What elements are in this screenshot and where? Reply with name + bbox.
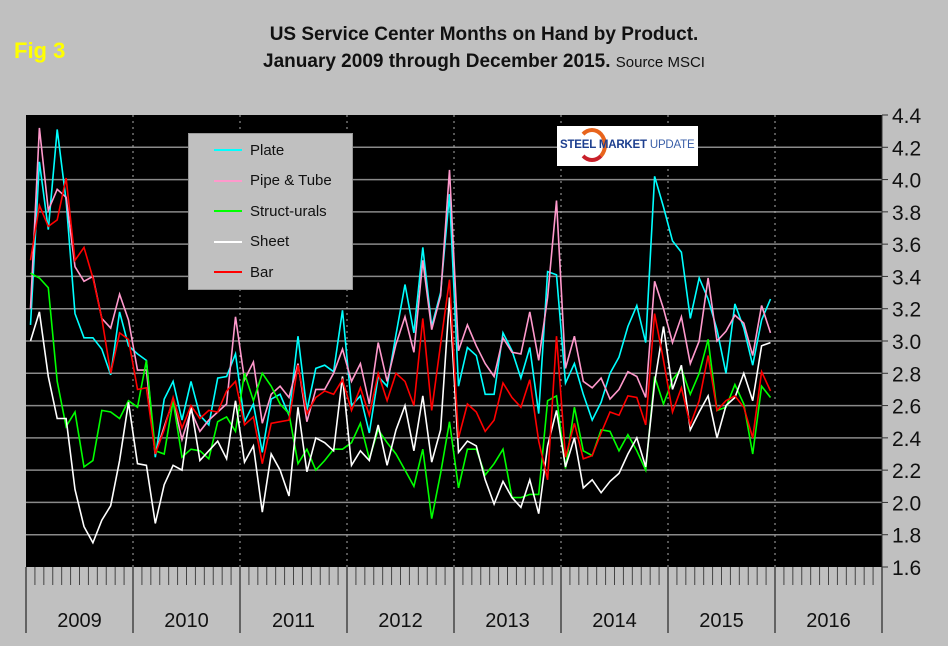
- legend-item: Bar: [189, 262, 273, 282]
- chart-title: US Service Center Months on Hand by Prod…: [269, 24, 699, 45]
- x-tick-label: 2009: [57, 610, 102, 632]
- legend-swatch: [214, 271, 242, 273]
- legend-swatch: [214, 240, 242, 243]
- legend-label: Plate: [250, 141, 285, 159]
- logo-text: STEEL MARKET UPDATE: [560, 139, 695, 151]
- legend-swatch: [214, 179, 242, 182]
- legend-label: Pipe & Tube: [250, 172, 332, 189]
- y-tick-label: 2.4: [892, 428, 922, 451]
- legend-item: Struct-urals: [189, 201, 327, 221]
- steel-market-update-logo: STEEL MARKET UPDATE: [557, 126, 698, 166]
- x-tick-label: 2011: [272, 610, 315, 632]
- y-tick-label: 2.8: [892, 363, 921, 386]
- source-text: Source MSCI: [615, 54, 705, 71]
- x-tick-label: 2012: [378, 610, 423, 632]
- y-tick-label: 4.0: [892, 170, 921, 193]
- y-tick-label: 2.0: [892, 492, 921, 515]
- figure-label: Fig 3: [14, 38, 66, 63]
- chart-subtitle: January 2009 through December 2015. Sour…: [10, 51, 948, 73]
- y-tick-label: 3.6: [892, 234, 921, 257]
- legend-swatch: [214, 210, 242, 212]
- legend-item: Pipe & Tube: [189, 171, 332, 191]
- legend-label: Sheet: [250, 233, 290, 250]
- legend-item: Plate: [189, 140, 284, 160]
- y-tick-label: 1.8: [892, 525, 921, 548]
- legend-swatch: [214, 149, 242, 151]
- legend-item: Sheet: [189, 232, 289, 252]
- series-line-bar: [29, 177, 772, 480]
- logo-arc-icon: [577, 128, 607, 162]
- y-tick-label: 1.6: [892, 557, 921, 580]
- y-tick-label: 3.2: [892, 299, 921, 322]
- legend-label: Struct-urals: [250, 202, 327, 220]
- y-tick-label: 4.2: [892, 137, 921, 160]
- x-tick-label: 2015: [699, 610, 744, 632]
- legend: Plate Pipe & Tube Struct-urals Sheet Bar: [188, 133, 353, 290]
- y-tick-label: 3.0: [892, 331, 921, 354]
- x-tick-label: 2014: [592, 610, 637, 632]
- x-tick-label: 2010: [164, 610, 209, 632]
- y-tick-label: 2.2: [892, 460, 921, 483]
- y-tick-label: 2.6: [892, 396, 921, 419]
- y-tick-label: 3.8: [892, 202, 921, 225]
- y-tick-label: 3.4: [892, 266, 922, 289]
- x-tick-label: 2016: [806, 610, 851, 632]
- subtitle-text: January 2009 through December 2015.: [263, 51, 611, 72]
- y-tick-label: 4.4: [892, 105, 922, 128]
- series-line-sheet: [29, 297, 771, 545]
- legend-label: Bar: [250, 263, 274, 281]
- x-tick-label: 2013: [485, 610, 530, 632]
